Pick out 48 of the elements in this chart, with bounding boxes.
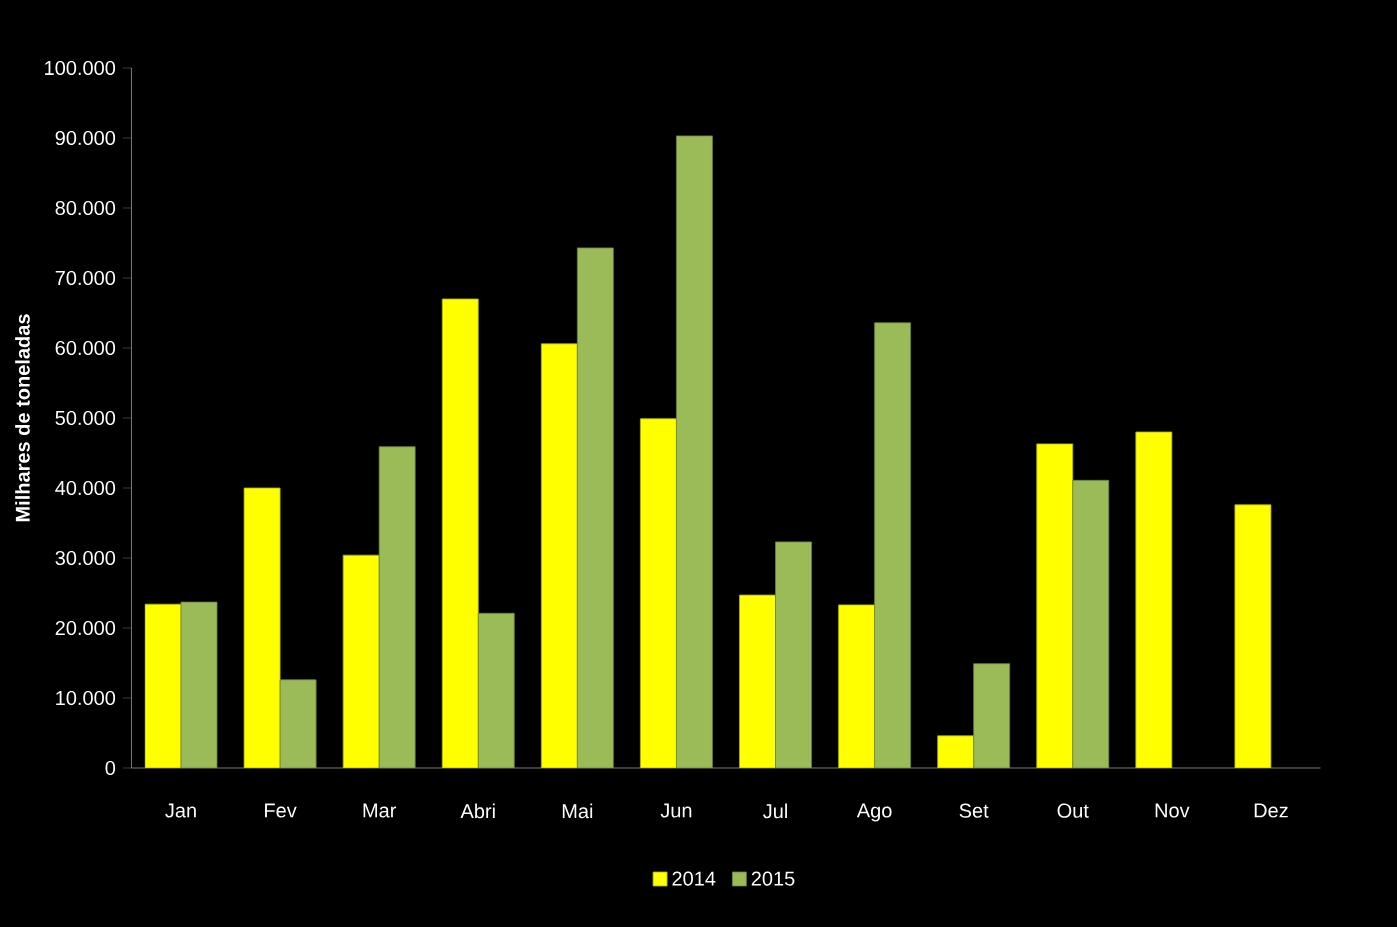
bar [640,418,677,768]
x-tick-label: Abri [460,803,495,819]
y-tick-label: 100.000 [45,60,116,76]
bar [180,601,218,768]
x-tick-label: Jan [165,803,196,818]
x-tick-label: Fev [265,803,297,818]
x-tick-label: Jun [660,803,692,818]
bar [540,343,578,768]
bar [874,322,911,768]
bar [676,135,713,768]
bar [441,298,479,768]
bar [477,612,515,768]
bar [342,554,380,768]
legend-label: 2014 [672,871,716,886]
x-tick-label: Set [959,803,989,818]
y-tick-label: 0 [105,760,116,776]
y-tick-label: 20.000 [55,620,116,636]
bar [1135,431,1173,768]
bar [378,446,416,768]
bar [1072,479,1110,768]
y-tick-label: 40.000 [55,480,116,496]
bar [937,735,975,768]
x-tick-label: Mai [562,803,593,819]
bar [1234,504,1272,768]
y-tick-label: 30.000 [55,550,116,566]
bar [144,603,182,768]
bar [1036,443,1074,768]
y-tick-label: 60.000 [55,340,116,356]
x-tick-label: Dez [1254,803,1288,818]
y-tick-label: 10.000 [56,690,116,706]
x-tick-label: Out [1057,803,1089,818]
bar [739,594,776,768]
bar [775,541,812,768]
bar [973,663,1011,768]
bar [576,247,614,768]
bar [279,679,317,768]
y-axis-title: Milhares de toneladas [15,314,30,522]
y-tick-label: 70.000 [55,270,116,286]
y-tick-label: 90.000 [55,130,116,146]
x-tick-label: Ago [856,803,892,822]
x-tick-label: Jul [763,803,787,819]
x-tick-label: Nov [1155,803,1190,818]
legend-label: 2015 [751,871,795,886]
y-tick-label: 50.000 [55,410,116,426]
y-tick-label: 80.000 [55,200,116,216]
x-tick-label: Mar [363,803,397,818]
bar [243,487,281,768]
bar [838,604,875,768]
